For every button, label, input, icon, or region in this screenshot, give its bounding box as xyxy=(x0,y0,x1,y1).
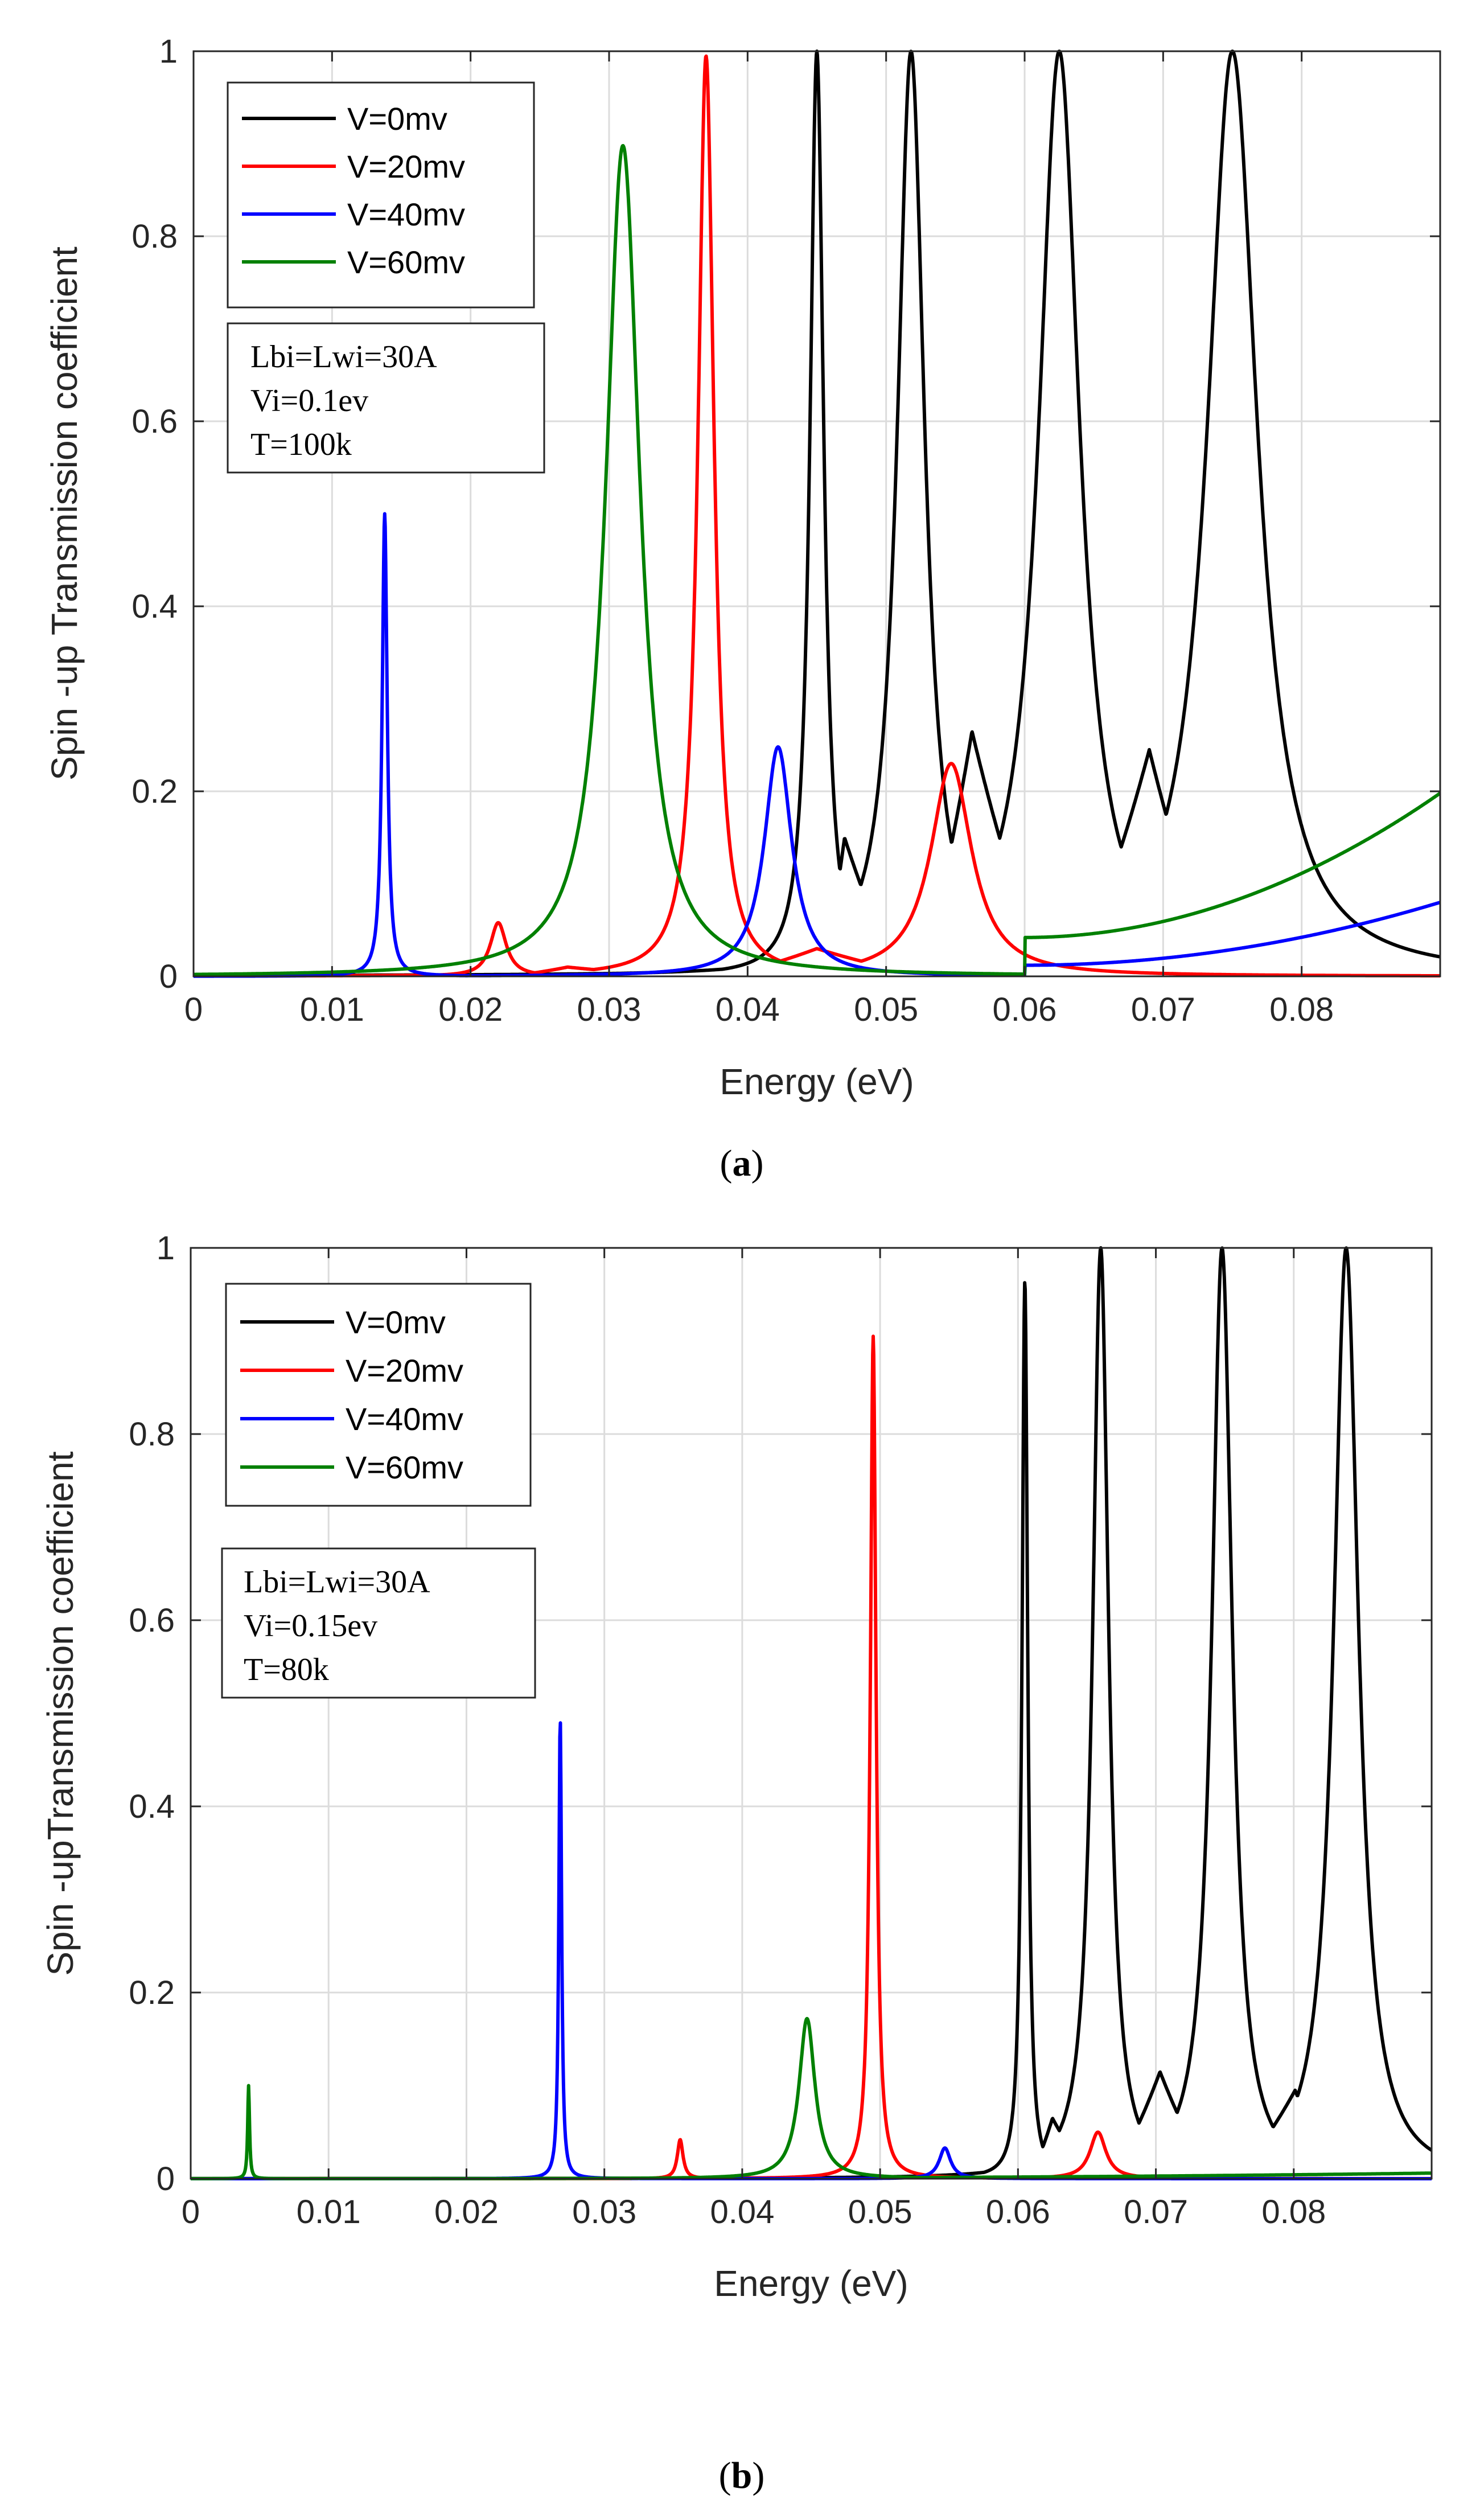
x-tick-label-b-7: 0.07 xyxy=(1124,2193,1188,2230)
series-line-a-2 xyxy=(192,512,1442,978)
series-line-a-1 xyxy=(192,54,1442,978)
axes-frame-a xyxy=(192,50,1441,977)
annotation-b-2: T=80k xyxy=(244,1652,329,1687)
series-line-a-3 xyxy=(192,143,1442,976)
annotation-a-0: Lbi=Lwi=30A xyxy=(250,339,437,375)
x-tick-label-a-3: 0.03 xyxy=(577,991,642,1028)
caption-a: (a) xyxy=(720,1143,764,1184)
x-tick-label-b-8: 0.08 xyxy=(1261,2193,1326,2230)
ticks-a: 0 0.01 0.02 0.03 0.04 0.05 0.06 0.07 0.08 0 0.2 0.4… xyxy=(131,33,1440,1028)
y-tick-label-b-3: 0.6 xyxy=(129,1602,175,1639)
y-tick-label-b-5: 1 xyxy=(157,1230,175,1267)
y-tick-label-a-3: 0.6 xyxy=(131,403,178,440)
x-tick-label-b-6: 0.06 xyxy=(986,2193,1050,2230)
x-tick-label-a-7: 0.07 xyxy=(1131,991,1195,1028)
annotation-box-a: Lbi=Lwi=30A Vi=0.1ev T=100k xyxy=(227,322,545,474)
ticks-b: 0 0.01 0.02 0.03 0.04 0.05 0.06 0.07 0.08 0 0.2 0.4… xyxy=(129,1230,1432,2230)
caption-b-label: b xyxy=(731,2455,753,2496)
legend-entry-a-1: V=20mv xyxy=(347,149,465,184)
legend-entry-a-3: V=60mv xyxy=(347,244,465,280)
legend-entry-b-3: V=60mv xyxy=(346,1449,463,1485)
annotation-frame-b xyxy=(221,1547,536,1699)
grid-a xyxy=(192,50,1440,977)
x-tick-label-a-0: 0 xyxy=(184,991,203,1028)
x-axis-label-b: Energy (eV) xyxy=(714,2263,908,2304)
caption-a-label: a xyxy=(733,1143,751,1184)
caption-b: (b) xyxy=(719,2455,765,2496)
x-tick-label-b-3: 0.03 xyxy=(572,2193,636,2230)
x-axis-label-a: Energy (eV) xyxy=(720,1061,914,1102)
panel-a: 0 0.01 0.02 0.03 0.04 0.05 0.06 0.07 0.08 0 0.2 0.4… xyxy=(44,33,1442,1184)
axes-frame-b xyxy=(190,1247,1433,2180)
x-tick-label-a-6: 0.06 xyxy=(993,991,1057,1028)
legend-a: V=0mv V=20mv V=40mv V=60mv xyxy=(227,81,535,309)
x-tick-label-b-2: 0.02 xyxy=(434,2193,499,2230)
y-tick-label-b-2: 0.4 xyxy=(129,1788,175,1825)
panel-b: 0 0.01 0.02 0.03 0.04 0.05 0.06 0.07 0.08 0 0.2 0.4… xyxy=(40,1230,1433,2496)
legend-entry-b-0: V=0mv xyxy=(346,1304,446,1340)
x-tick-label-a-5: 0.05 xyxy=(854,991,918,1028)
x-tick-label-b-4: 0.04 xyxy=(710,2193,774,2230)
annotation-b-0: Lbi=Lwi=30A xyxy=(244,1564,430,1600)
y-axis-label-b: Spin -upTransmission coefficient xyxy=(40,1451,81,1976)
x-tick-label-a-8: 0.08 xyxy=(1269,991,1334,1028)
y-tick-label-a-1: 0.2 xyxy=(131,773,178,810)
legend-entry-a-2: V=40mv xyxy=(347,196,465,232)
x-tick-label-b-1: 0.01 xyxy=(297,2193,361,2230)
svg-text:(b): (b) xyxy=(719,2455,765,2496)
x-tick-label-b-5: 0.05 xyxy=(848,2193,912,2230)
annotation-box-b: Lbi=Lwi=30A Vi=0.15ev T=80k xyxy=(221,1547,536,1699)
legend-entry-b-2: V=40mv xyxy=(346,1401,463,1437)
x-tick-label-a-4: 0.04 xyxy=(716,991,780,1028)
y-tick-label-a-2: 0.4 xyxy=(131,588,178,625)
annotation-b-1: Vi=0.15ev xyxy=(244,1608,377,1644)
y-tick-label-b-4: 0.8 xyxy=(129,1416,175,1453)
annotation-a-2: T=100k xyxy=(250,427,352,462)
legend-entry-b-1: V=20mv xyxy=(346,1353,463,1389)
x-tick-label-a-1: 0.01 xyxy=(300,991,364,1028)
y-tick-label-a-5: 1 xyxy=(159,33,178,70)
legend-b: V=0mv V=20mv V=40mv V=60mv xyxy=(225,1283,532,1507)
svg-text:(a): (a) xyxy=(720,1143,764,1184)
annotation-a-1: Vi=0.1ev xyxy=(250,383,368,418)
y-tick-label-a-4: 0.8 xyxy=(131,218,178,255)
y-axis-label-a: Spin -up Transmission coefficient xyxy=(44,247,85,781)
series-line-b-3 xyxy=(189,2016,1433,2180)
y-tick-label-b-1: 0.2 xyxy=(129,1974,175,2011)
y-tick-label-b-0: 0 xyxy=(157,2160,175,2197)
x-tick-label-a-2: 0.02 xyxy=(438,991,503,1028)
annotation-frame-a xyxy=(227,322,545,474)
legend-entry-a-0: V=0mv xyxy=(347,101,447,137)
y-tick-label-a-0: 0 xyxy=(159,958,178,995)
x-tick-label-b-0: 0 xyxy=(182,2193,200,2230)
